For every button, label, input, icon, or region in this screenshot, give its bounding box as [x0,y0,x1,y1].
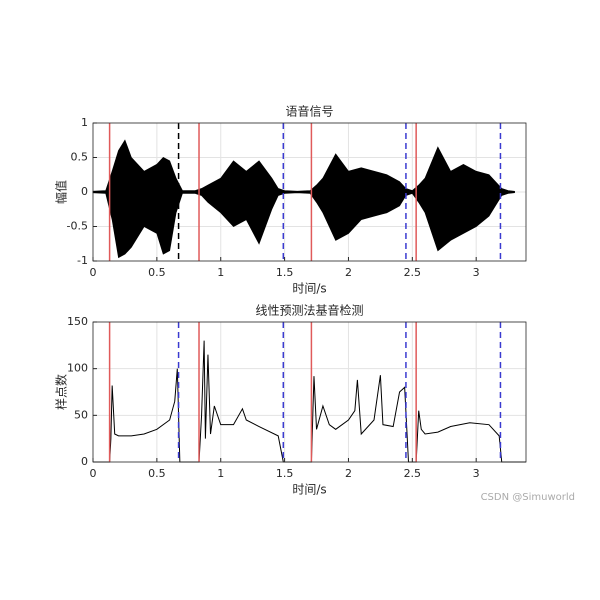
y-tick-label: 0.5 [71,151,89,164]
x-tick-label: 1 [217,467,224,480]
x-tick-label: 0.5 [148,266,166,279]
x-axis-label: 时间/s [292,282,326,296]
y-tick-label: 0 [81,185,88,198]
x-tick-label: 2.5 [404,266,422,279]
y-axis-label: 幅值 [54,180,69,204]
x-tick-label: 1.5 [276,467,294,480]
y-tick-label: 0 [81,455,88,468]
y-axis-label: 样点数 [54,374,69,410]
x-tick-label: 0 [90,266,97,279]
y-tick-label: 150 [67,315,88,328]
plot-area [93,322,526,462]
x-tick-label: 2 [345,467,352,480]
axes-box [92,122,527,262]
waveform [92,139,515,193]
y-tick-label: -1 [77,254,88,267]
chart-title: 线性预测法基音检测 [255,303,363,318]
x-tick-label: 0 [90,467,97,480]
x-tick-label: 1 [217,266,224,279]
chart-title: 语音信号 [285,104,333,119]
x-tick-label: 3 [473,266,480,279]
y-tick-label: 100 [67,362,88,375]
y-tick-label: -0.5 [67,220,88,233]
waveform [92,191,515,259]
x-tick-label: 1.5 [276,266,294,279]
x-tick-label: 2.5 [404,467,422,480]
x-tick-label: 0.5 [148,467,166,480]
y-tick-label: 1 [81,116,88,129]
x-tick-label: 2 [345,266,352,279]
x-axis-label: 时间/s [292,483,326,497]
watermark: CSDN @Simuworld [481,492,575,503]
axes-box [92,321,527,463]
x-tick-label: 3 [473,467,480,480]
y-tick-label: 50 [74,408,88,421]
